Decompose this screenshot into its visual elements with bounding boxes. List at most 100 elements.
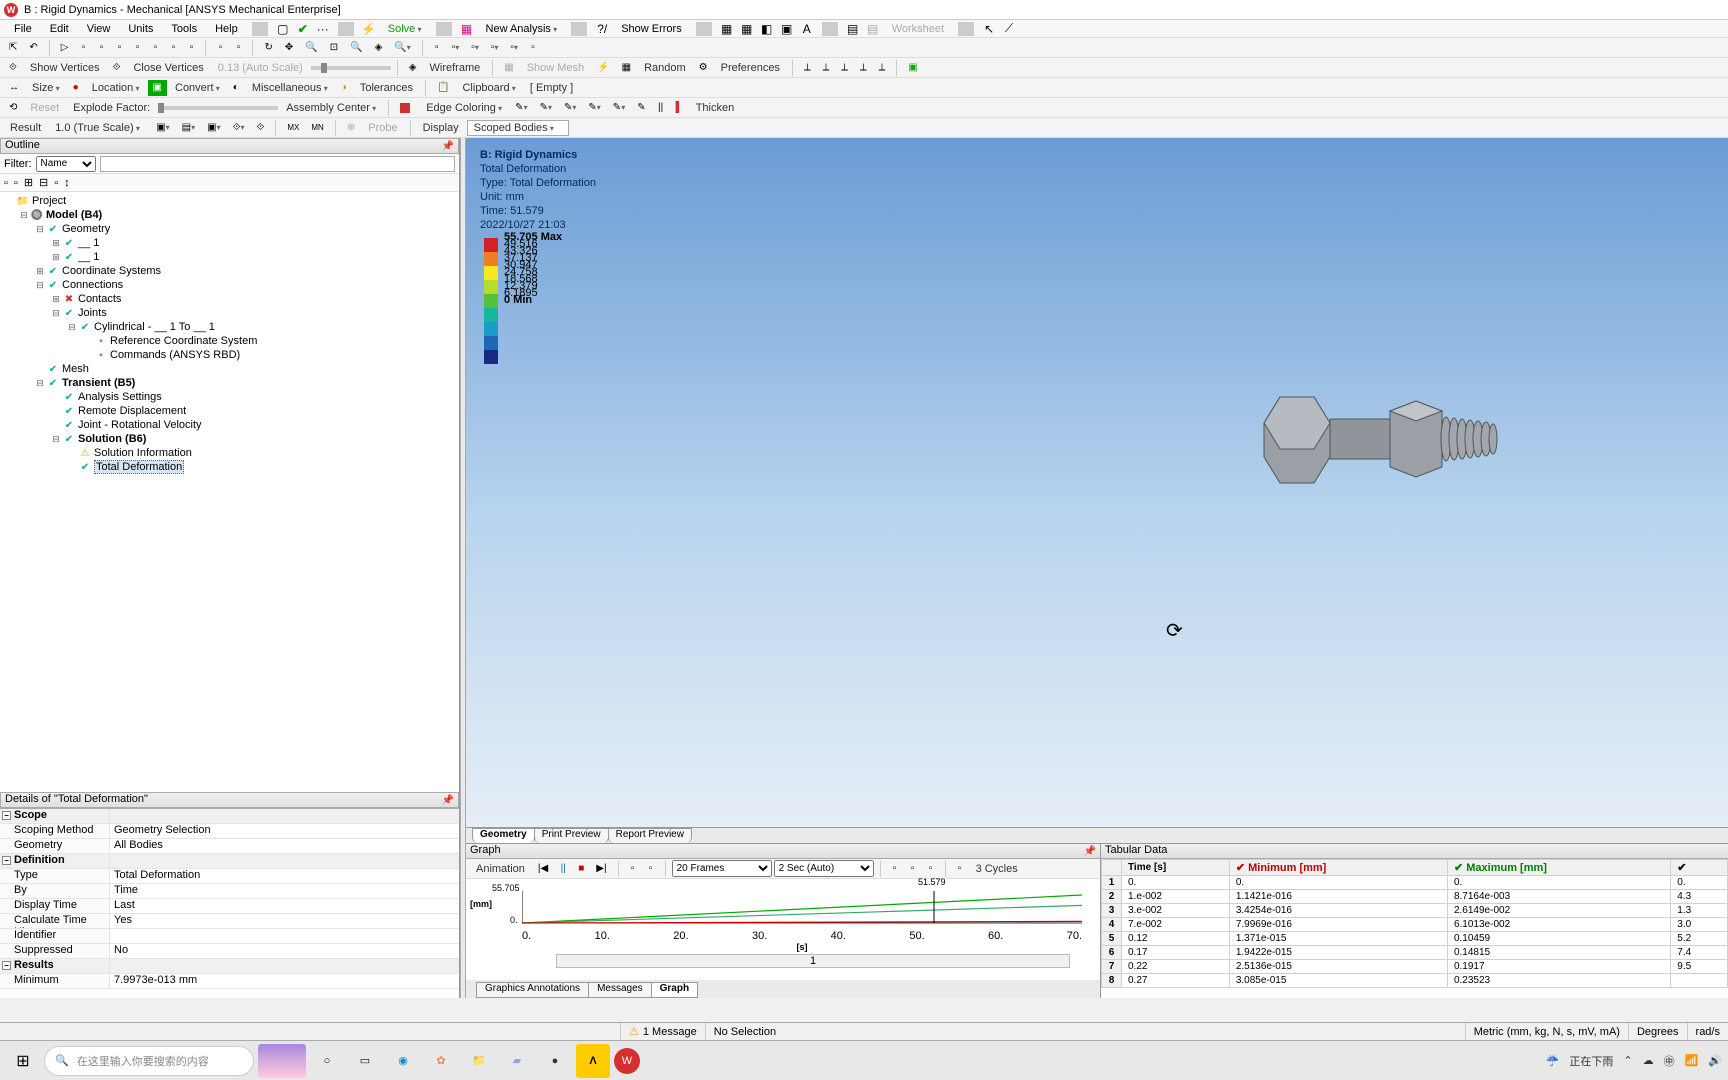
tool-icon[interactable]: ▫ — [952, 861, 968, 877]
tab-print-preview[interactable]: Print Preview — [534, 828, 609, 843]
stop-icon[interactable]: ■ — [573, 861, 589, 877]
tree-node[interactable]: ⚠Solution Information — [0, 446, 459, 460]
view-dropdown[interactable]: ▫ — [486, 40, 504, 56]
clipboard-icon[interactable]: 📋 — [432, 80, 454, 96]
tool-icon[interactable]: ▤ — [844, 21, 862, 37]
tree-node[interactable]: ✔Mesh — [0, 362, 459, 376]
tree-node[interactable]: ✔Joint - Rotational Velocity — [0, 418, 459, 432]
scale-slider[interactable] — [311, 66, 391, 70]
misc-icon[interactable]: ◐ — [228, 80, 244, 96]
tree-node[interactable]: ⊟✔Geometry — [0, 222, 459, 236]
detail-row[interactable]: ByTime — [0, 884, 459, 899]
expand-icon[interactable]: ⊟ — [50, 434, 62, 445]
tool-icon[interactable]: ▫ — [923, 861, 939, 877]
tree-node[interactable]: ⊟✔Transient (B5) — [0, 376, 459, 390]
detail-row[interactable]: SuppressedNo — [0, 944, 459, 959]
axis-icon[interactable]: ⟂ — [799, 60, 816, 76]
detail-value[interactable]: All Bodies — [110, 839, 459, 853]
tool-icon[interactable]: ▫ — [4, 177, 8, 189]
expand-icon[interactable]: ⊞ — [34, 266, 46, 277]
new-analysis-icon[interactable]: ▦ — [458, 21, 476, 37]
task-cortana-icon[interactable]: ○ — [310, 1044, 344, 1078]
tray-volume-icon[interactable]: 🔊 — [1708, 1054, 1722, 1067]
show-errors-button[interactable]: Show Errors — [613, 22, 690, 36]
detail-value[interactable]: Geometry Selection — [110, 824, 459, 838]
table-row[interactable]: 21.e-0021.1421e-0168.7164e-0034.3 — [1102, 890, 1728, 904]
expand-icon[interactable]: ⊟ — [18, 210, 30, 221]
tool-icon[interactable]: A — [798, 21, 816, 37]
tool-icon[interactable]: ▦ — [738, 21, 756, 37]
tab-graph[interactable]: Graph — [651, 982, 698, 998]
expand-icon[interactable]: ⊟ — [34, 224, 46, 235]
pencil-icon[interactable]: ✎ — [632, 100, 650, 116]
pencil-icon[interactable]: ✎ — [510, 100, 532, 116]
tool-icon[interactable]: ▫ — [75, 40, 91, 56]
col-header[interactable]: Minimum [mm] — [1229, 860, 1447, 876]
worksheet-icon[interactable]: ▤ — [864, 21, 882, 37]
graph-scrollbar[interactable]: 1 — [556, 954, 1070, 968]
detail-row[interactable]: Identifier — [0, 929, 459, 944]
tool-icon[interactable]: ▫ — [111, 40, 127, 56]
tree-node[interactable]: ⊟✔Connections — [0, 278, 459, 292]
start-button[interactable]: ⊞ — [6, 1046, 40, 1076]
tabular-grid[interactable]: Time [s]Minimum [mm]Maximum [mm]10.0.0.0… — [1101, 859, 1728, 998]
menu-tools[interactable]: Tools — [163, 22, 205, 36]
convert-button[interactable]: Convert — [169, 82, 226, 94]
tolerances-button[interactable]: Tolerances — [354, 82, 419, 94]
tool-icon[interactable]: || — [653, 100, 669, 116]
task-ansys-icon[interactable]: Λ — [576, 1044, 610, 1078]
pin-icon[interactable]: 📌 — [1084, 846, 1096, 857]
tool-icon[interactable]: ▦ — [718, 21, 736, 37]
detail-value[interactable] — [110, 929, 459, 943]
detail-value[interactable]: Total Deformation — [110, 869, 459, 883]
tool-icon[interactable]: ▫ — [93, 40, 109, 56]
gradient-icon[interactable]: ▤ — [177, 120, 200, 136]
table-row[interactable]: 50.121.371e-0150.104595.2 — [1102, 932, 1728, 946]
random-icon[interactable]: ⚡ — [592, 60, 614, 76]
thicken-icon[interactable]: ▌ — [671, 100, 688, 116]
tool-icon[interactable]: ⟐ — [228, 120, 250, 136]
clipboard-button[interactable]: Clipboard — [456, 82, 521, 94]
sort-icon[interactable]: ↕ — [64, 177, 70, 189]
tree-node[interactable]: ▪Reference Coordinate System — [0, 334, 459, 348]
status-messages[interactable]: ⚠1 Message — [620, 1023, 705, 1040]
random-icon[interactable]: ▦ — [617, 60, 636, 76]
tool-icon[interactable]: ↖ — [980, 21, 998, 37]
collapse-icon[interactable]: ⊟ — [39, 176, 48, 189]
cube-icon[interactable]: ▣ — [903, 60, 922, 76]
size-icon[interactable]: ↔ — [4, 80, 24, 96]
col-header[interactable]: Maximum [mm] — [1447, 860, 1670, 876]
prev-frame-icon[interactable]: |◀ — [533, 861, 553, 877]
tool-icon[interactable]: ▫ — [905, 861, 921, 877]
tool-icon[interactable]: ↶ — [24, 40, 42, 56]
errors-icon[interactable]: ?/ — [593, 21, 611, 37]
tab-report-preview[interactable]: Report Preview — [608, 828, 692, 843]
tree-node[interactable]: ⊟🔘Model (B4) — [0, 208, 459, 222]
table-row[interactable]: 70.222.5136e-0150.19179.5 — [1102, 960, 1728, 974]
expand-icon[interactable]: ⊟ — [50, 308, 62, 319]
tab-geometry[interactable]: Geometry — [472, 828, 535, 843]
expand-icon[interactable]: ⊞ — [50, 238, 62, 249]
table-row[interactable]: 33.e-0023.4254e-0162.6149e-0021.3 — [1102, 904, 1728, 918]
reset-button[interactable]: Reset — [24, 102, 65, 114]
tray-wifi-icon[interactable]: 📶 — [1685, 1054, 1699, 1067]
expand-icon[interactable]: ⊞ — [24, 176, 33, 189]
col-header[interactable] — [1102, 860, 1122, 876]
menu-help[interactable]: Help — [207, 22, 246, 36]
tool-icon[interactable]: ▫ — [54, 177, 58, 189]
thicken-button[interactable]: Thicken — [690, 102, 741, 114]
tool-icon[interactable]: ⇱ — [4, 40, 22, 56]
axis-icon[interactable]: ⟂ — [818, 60, 835, 76]
scoped-bodies-dropdown[interactable]: Scoped Bodies — [467, 120, 569, 136]
explode-slider[interactable] — [158, 106, 278, 110]
detail-row[interactable]: Calculate Time HistoryYes — [0, 914, 459, 929]
cursor-icon[interactable]: ▷ — [56, 40, 74, 56]
detail-row[interactable]: TypeTotal Deformation — [0, 869, 459, 884]
wireframe-icon[interactable]: ◈ — [404, 60, 422, 76]
axis-icon[interactable]: ⟂ — [855, 60, 872, 76]
tree-node[interactable]: ⊟✔Solution (B6) — [0, 432, 459, 446]
zoom-fit-icon[interactable]: 🔍 — [345, 40, 367, 56]
task-photo[interactable] — [258, 1044, 306, 1078]
group-header[interactable]: −Scope — [0, 809, 110, 823]
detail-value[interactable]: Time — [110, 884, 459, 898]
